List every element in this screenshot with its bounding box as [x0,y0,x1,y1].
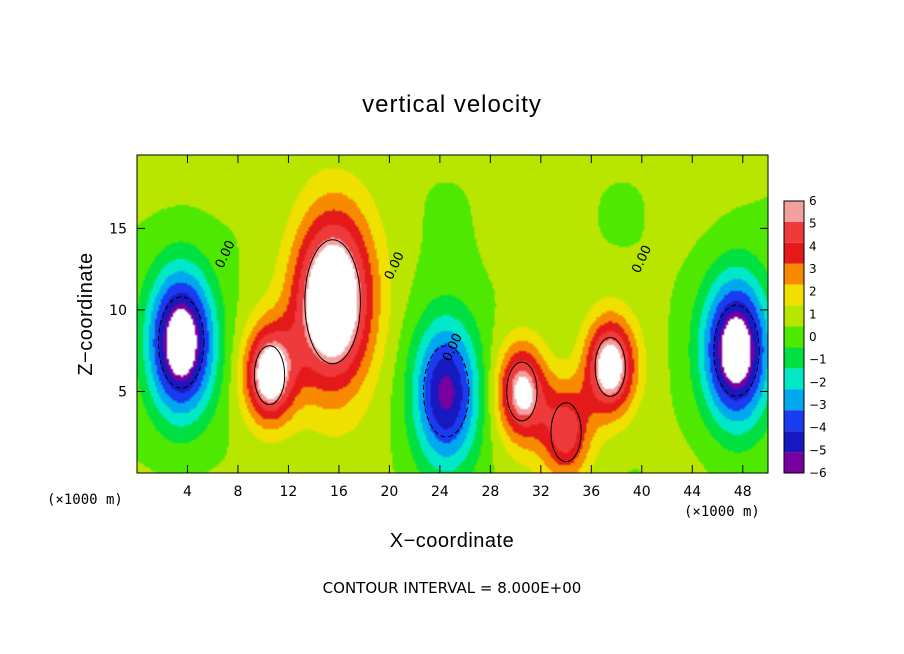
x-tick-label: 36 [582,484,600,500]
colorbar-tick-label: 2 [809,285,817,299]
y-axis-ticks: 5 10 15 [109,221,768,400]
colorbar-swatch [784,368,804,390]
colorbar-tick-label: −5 [809,443,827,457]
colorbar: 6 5 4 3 2 1 0 −1 −2 −3 −4 −5 −6 [783,194,827,480]
downdraft-contour [157,296,205,389]
updraft-contour [304,239,361,365]
x-unit-label-left: (×1000 m) [47,492,123,508]
updraft-contour [594,337,626,397]
colorbar-swatch [784,410,804,432]
x-tick-label: 24 [431,484,449,500]
plot-frame [136,154,769,474]
chart-title: vertical velocity [362,91,542,118]
colorbar-tick-label: −3 [809,398,827,412]
colorbar-tick-label: −1 [809,353,827,367]
x-axis-ticks: 4 8 12 16 20 24 28 32 36 40 44 48 [183,155,752,500]
colorbar-frame [783,200,805,474]
y-tick-label: 15 [109,221,127,237]
colorbar-tick-label: 1 [809,307,817,321]
colorbar-swatch [784,263,804,285]
colorbar-swatch [784,452,804,473]
x-tick-label: 12 [280,484,298,500]
colorbar-swatch [784,326,804,348]
downdraft-contour [422,345,470,438]
colorbar-tick-label: 4 [809,239,817,253]
colorbar-tick-label: −2 [809,375,827,389]
colorbar-tick-label: 3 [809,262,817,276]
y-tick-label: 10 [109,303,127,319]
colorbar-swatch [784,284,804,306]
x-tick-label: 4 [183,484,192,500]
x-tick-label: 48 [734,484,752,500]
colorbar-tick-label: −4 [809,421,827,435]
x-tick-label: 20 [380,484,398,500]
colorbar-swatch [784,305,804,327]
updraft-contour [506,361,538,422]
updraft-contour [253,345,286,406]
y-axis-label: Z−coordinate [75,252,97,375]
colorbar-swatch [784,389,804,411]
colorbar-tick-label: −6 [809,466,827,480]
colorbar-swatch [784,201,804,222]
colorbar-swatch [784,221,804,243]
updraft-contour [550,402,582,463]
downdraft-contour [713,304,760,397]
x-tick-label: 8 [233,484,242,500]
colorbar-tick-label: 0 [809,330,817,344]
heatmap-plot: 0.00 0.000.000.00 4 8 12 16 20 24 28 32 36 40 44 48 … [109,154,769,500]
colorbar-tick-label: 5 [809,217,817,231]
colorbar-swatch [784,431,804,453]
x-tick-label: 32 [532,484,550,500]
colorbar-tick-label: 6 [809,194,817,208]
x-tick-label: 44 [683,484,701,500]
x-tick-label: 40 [633,484,651,500]
colorbar-swatch [784,242,804,264]
x-tick-label: 28 [481,484,499,500]
contour-interval-note: CONTOUR INTERVAL = 8.000E+00 [323,579,582,597]
heatmap-image [137,155,768,473]
x-unit-label-right: (×1000 m) [684,504,760,520]
x-tick-label: 16 [330,484,348,500]
y-tick-label: 5 [118,384,127,400]
x-axis-label: X−coordinate [390,530,514,552]
colorbar-swatch [784,347,804,369]
